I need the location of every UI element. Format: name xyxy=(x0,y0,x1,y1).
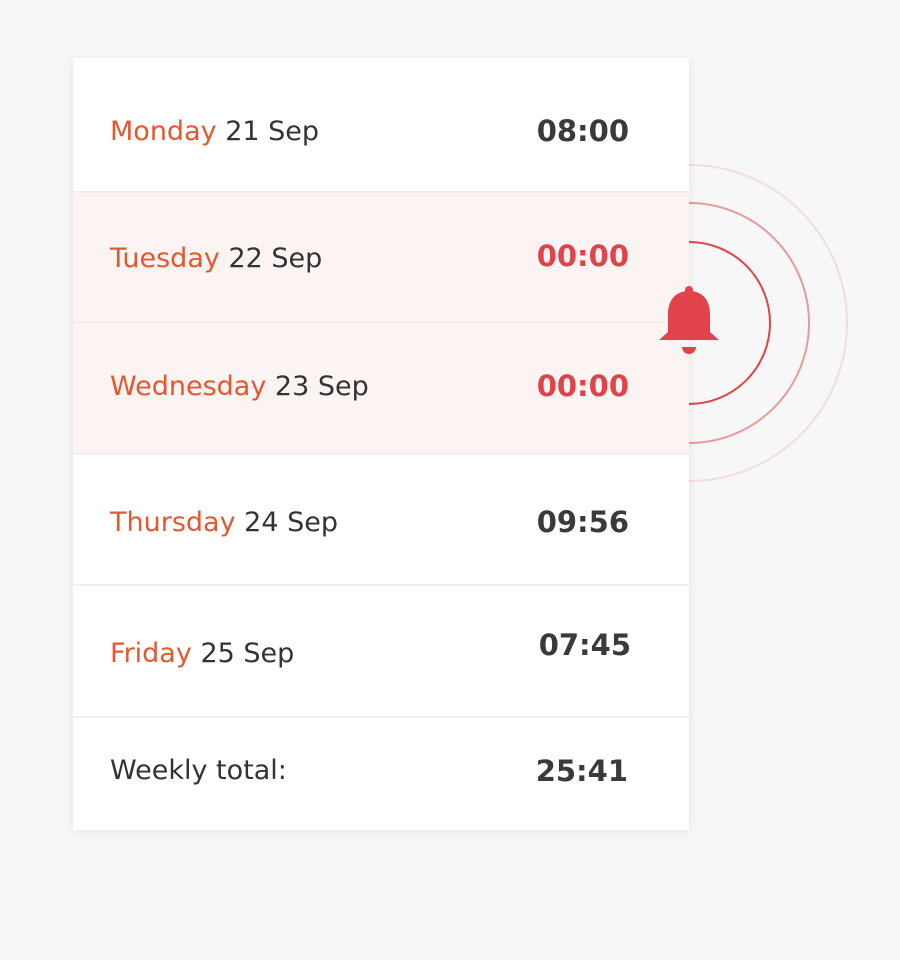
day-name: Monday xyxy=(110,116,217,147)
day-row-friday[interactable]: Friday 25 Sep 07:45 xyxy=(73,586,689,718)
day-hours: 00:00 xyxy=(536,239,629,273)
weekly-total-row: Weekly total: 25:41 xyxy=(73,718,689,830)
day-row-monday[interactable]: Monday 21 Sep 08:00 xyxy=(73,58,689,193)
weekly-hours-card: Monday 21 Sep 08:00 Tuesday 22 Sep 00:00… xyxy=(73,58,689,830)
day-row-thursday[interactable]: Thursday 24 Sep 09:56 xyxy=(73,455,689,586)
day-date: 24 Sep xyxy=(244,507,338,538)
day-date: 22 Sep xyxy=(228,243,323,274)
weekly-total-label: Weekly total: xyxy=(110,755,287,786)
day-row-wednesday[interactable]: Wednesday 23 Sep 00:00 xyxy=(73,323,689,455)
day-name: Tuesday xyxy=(110,243,220,274)
bell-icon[interactable] xyxy=(658,286,720,356)
day-hours: 08:00 xyxy=(536,114,629,148)
day-hours: 00:00 xyxy=(536,369,629,403)
day-row-tuesday[interactable]: Tuesday 22 Sep 00:00 xyxy=(73,193,689,323)
day-name: Wednesday xyxy=(110,371,267,402)
weekly-total-hours: 25:41 xyxy=(535,754,628,788)
day-date: 23 Sep xyxy=(274,371,369,402)
day-name: Thursday xyxy=(110,507,236,538)
day-hours: 07:45 xyxy=(538,628,631,662)
day-name: Friday xyxy=(110,638,192,669)
day-date: 21 Sep xyxy=(225,116,320,147)
day-hours: 09:56 xyxy=(536,505,629,539)
day-date: 25 Sep xyxy=(200,638,295,669)
